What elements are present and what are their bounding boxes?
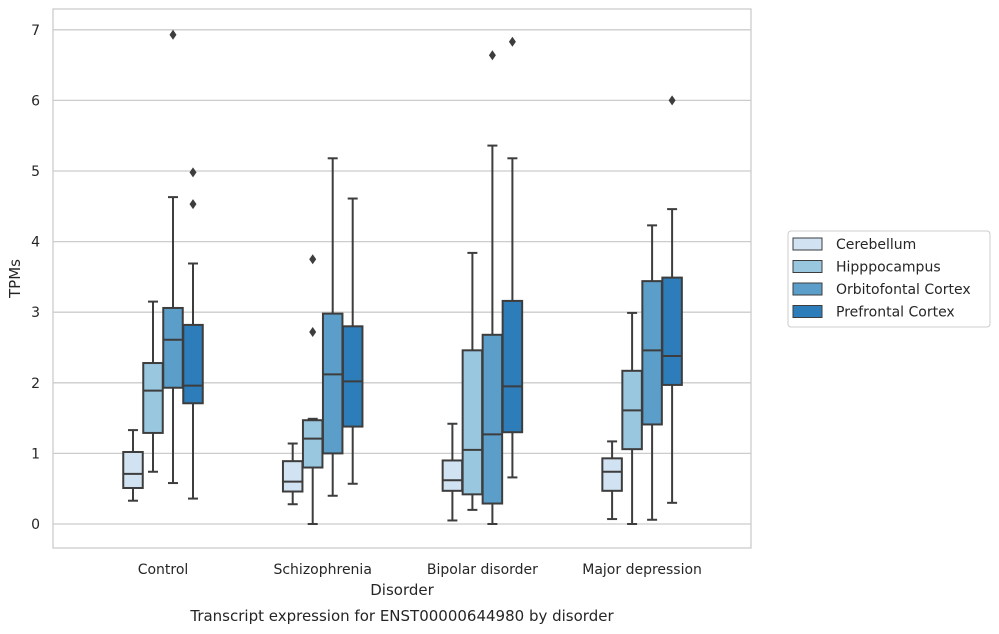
y-tick-label: 6: [31, 93, 40, 109]
box-cerebellum-schizophrenia: [281, 442, 304, 506]
legend-item-orbitofontal-cortex: Orbitofontal Cortex: [792, 282, 971, 298]
x-axis-label: Disorder: [370, 581, 434, 599]
x-tick-label-major-depression: Major depression: [582, 562, 702, 578]
box-iqr: [441, 459, 464, 492]
legend-items: Cerebellum Hipppocampus Orbitofontal Corte…: [792, 237, 971, 321]
legend-swatch: [792, 305, 823, 318]
box-iqr: [461, 349, 484, 496]
box-hipppocampus-control: [142, 300, 164, 473]
y-tick-label: 5: [31, 164, 40, 180]
legend-swatch: [792, 282, 823, 296]
y-tick-label: 2: [31, 376, 40, 392]
y-tick-label: 1: [31, 446, 40, 462]
box-iqr: [321, 312, 344, 455]
box-orbitofontal-cortex-bipolar-disorder: [481, 50, 504, 525]
box-iqr: [281, 460, 304, 493]
box-cerebellum-major-depression: [601, 440, 623, 521]
outlier-point: [508, 36, 516, 47]
y-axis-tick-labels: 0 1 2 3 4 5 6 7: [31, 23, 40, 533]
outlier-point: [189, 167, 197, 178]
outlier-point: [309, 326, 317, 337]
box-plot-boxes: [122, 29, 683, 525]
legend-swatch: [792, 260, 823, 273]
outlier-point: [169, 29, 177, 40]
box-iqr: [122, 450, 144, 489]
legend-item-cerebellum: Cerebellum: [792, 237, 916, 253]
box-orbitofontal-cortex-control: [162, 29, 184, 485]
legend-swatch: [792, 237, 823, 251]
y-tick-label: 7: [31, 23, 40, 39]
box-iqr: [142, 362, 164, 434]
plot-area-frame: [52, 8, 752, 549]
x-tick-label-schizophrenia: Schizophrenia: [273, 562, 371, 578]
y-axis-label: TPMs: [6, 259, 24, 299]
legend-label: Cerebellum: [836, 237, 916, 253]
box-cerebellum-control: [122, 429, 144, 502]
legend-frame: [787, 230, 991, 328]
x-axis-tick-labels: Control Schizophrenia Bipolar disorder Majo…: [138, 562, 702, 578]
box-iqr: [501, 299, 524, 434]
box-iqr: [301, 419, 324, 469]
box-iqr: [481, 333, 504, 505]
legend-item-hipppocampus: Hipppocampus: [792, 260, 941, 276]
box-prefrontal-cortex-bipolar-disorder: [501, 36, 524, 479]
box-iqr: [641, 280, 663, 426]
y-tick-label: 3: [31, 305, 40, 321]
legend: Cerebellum Hipppocampus Orbitofontal Corte…: [787, 230, 991, 328]
box-orbitofontal-cortex-schizophrenia: [321, 157, 344, 497]
outlier-point: [668, 95, 676, 106]
legend-label: Prefrontal Cortex: [836, 305, 955, 321]
box-prefrontal-cortex-major-depression: [661, 95, 683, 504]
legend-label: Orbitofontal Cortex: [836, 282, 971, 298]
outlier-point: [309, 254, 317, 265]
chart-title: Transcript expression for ENST0000064498…: [189, 607, 614, 625]
box-hipppocampus-major-depression: [621, 311, 643, 525]
outlier-point: [189, 199, 197, 210]
box-hipppocampus-bipolar-disorder: [461, 251, 484, 511]
box-orbitofontal-cortex-major-depression: [641, 224, 663, 521]
box-iqr: [341, 325, 364, 428]
box-iqr: [601, 457, 623, 492]
x-tick-label-bipolar-disorder: Bipolar disorder: [427, 562, 538, 578]
box-hipppocampus-schizophrenia: [301, 254, 324, 525]
outlier-point: [488, 50, 496, 61]
box-iqr: [661, 276, 683, 386]
y-tick-label: 0: [31, 517, 40, 533]
legend-label: Hipppocampus: [836, 260, 941, 276]
box-cerebellum-bipolar-disorder: [441, 422, 464, 522]
grid-lines: [53, 29, 751, 525]
x-tick-label-control: Control: [138, 562, 189, 578]
legend-item-prefrontal-cortex: Prefrontal Cortex: [792, 305, 955, 321]
box-iqr: [162, 306, 184, 389]
box-iqr: [182, 323, 204, 405]
y-tick-label: 4: [31, 235, 40, 251]
box-prefrontal-cortex-control: [182, 167, 204, 500]
box-prefrontal-cortex-schizophrenia: [341, 197, 364, 485]
